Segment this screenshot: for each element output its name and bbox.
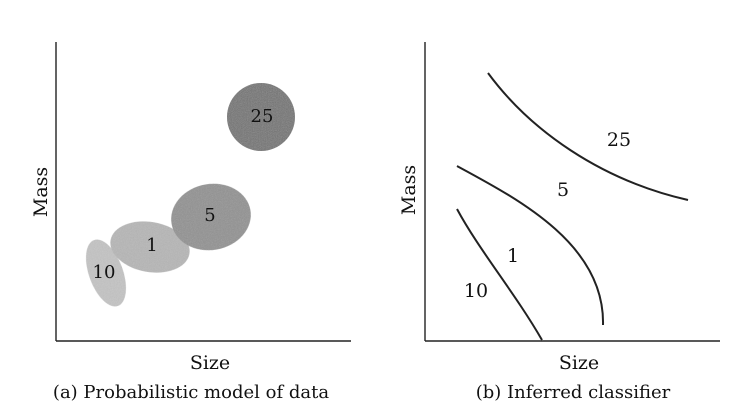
region-label-10: 10 [464, 280, 488, 302]
cluster-blob-1 [110, 221, 190, 273]
panel-b-y-axis-label: Mass [398, 165, 420, 215]
cluster-label-25: 25 [251, 106, 274, 127]
panel-b-x-axis-label: Size [559, 352, 599, 374]
cluster-label-5: 5 [204, 205, 215, 226]
panel-a-x-axis-label: Size [190, 352, 230, 374]
panel-a: 10 1 5 25 Size Mass (a) Probabilistic mo… [30, 42, 351, 403]
cluster-label-1: 1 [146, 235, 157, 256]
panel-a-caption: (a) Probabilistic model of data [53, 382, 329, 403]
panel-b: 10 1 5 25 Size Mass (b) Inferred classif… [398, 42, 720, 403]
panel-a-y-axis-label: Mass [30, 167, 52, 217]
panel-b-caption: (b) Inferred classifier [476, 382, 671, 403]
decision-boundary-1-5 [456, 165, 605, 326]
region-label-1: 1 [507, 245, 519, 267]
decision-boundary-10-1 [456, 208, 543, 341]
region-label-5: 5 [557, 179, 569, 201]
region-label-25: 25 [607, 129, 631, 151]
cluster-blob-5 [171, 183, 251, 251]
decision-boundary-5-25 [487, 72, 689, 201]
cluster-blob-25 [227, 83, 295, 151]
cluster-label-10: 10 [93, 262, 116, 283]
